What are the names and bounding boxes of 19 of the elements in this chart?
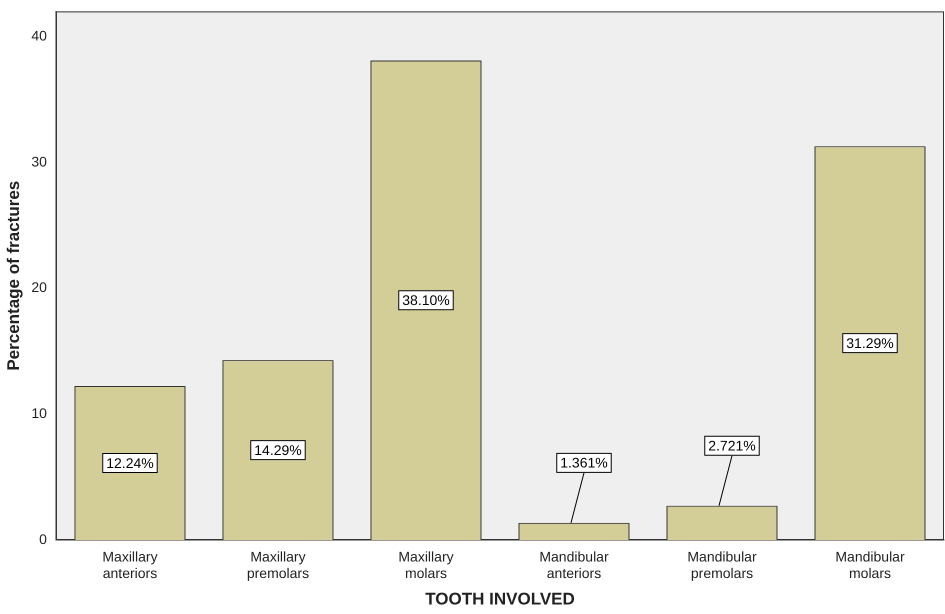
data-label: 12.24% — [106, 454, 154, 471]
data-label: 31.29% — [846, 334, 894, 351]
x-tick-label: Maxillary anteriors — [102, 548, 158, 582]
x-tick-label: Maxillary premolars — [246, 548, 310, 582]
y-tick-label: 40 — [31, 27, 48, 44]
y-axis-title: Percentage of fractures — [4, 180, 23, 371]
data-label: 38.10% — [402, 292, 450, 308]
y-tick-label: 10 — [31, 405, 48, 421]
x-axis-title: TOOTH INVOLVED — [425, 589, 575, 608]
data-label: 2.721% — [708, 438, 756, 454]
y-tick-label: 0 — [39, 530, 48, 547]
x-tick-label: Maxillary molars — [398, 548, 454, 582]
x-tick-label: Mandibular premolars — [687, 548, 757, 582]
x-tick-label: Mandibular anteriors — [539, 548, 609, 582]
data-label: 14.29% — [254, 442, 302, 458]
y-tick-label: 30 — [31, 153, 48, 170]
y-tick-label: 20 — [31, 279, 48, 296]
x-tick-label: Mandibular molars — [835, 548, 905, 582]
data-label: 1.361% — [560, 454, 608, 471]
